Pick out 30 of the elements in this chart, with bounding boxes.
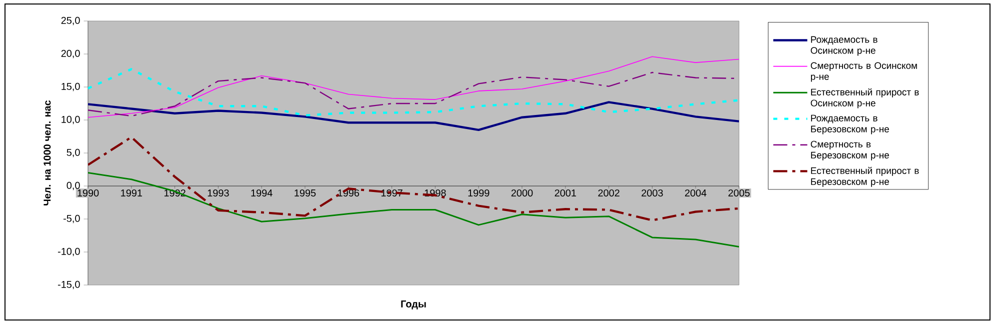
legend-label: Рождаемость в Березовском р-не (811, 114, 889, 134)
x-tick-label: 2001 (554, 189, 576, 197)
y-tick-label: 10,0 (62, 116, 80, 124)
legend-label: Смертность в Осинском р-не (810, 62, 917, 82)
x-tick-label: 1994 (251, 189, 272, 197)
y-tick-label: 20,0 (61, 50, 80, 58)
x-tick-label: 1995 (294, 189, 316, 197)
x-tick-label: 2000 (511, 189, 533, 197)
y-axis-title: Чел. на 1000 чел. нас (44, 100, 51, 206)
legend-label: Естественный прирост в Березовском р-не (811, 166, 919, 187)
y-tick-label: -5,0 (64, 214, 80, 224)
x-tick-label: 2005 (728, 189, 750, 197)
y-tick-label: -15,0 (58, 280, 80, 290)
y-tick-label: 15,0 (62, 82, 80, 92)
x-tick-label: 1999 (468, 189, 490, 197)
legend-label: Естественный прирост в Осинском р-не (810, 88, 919, 108)
x-tick-label: 1991 (121, 189, 142, 197)
y-tick-label: 25,0 (61, 16, 80, 26)
x-tick-label: 2002 (598, 189, 620, 197)
legend-label: Смертность в Березовском р-не (810, 140, 889, 160)
x-axis-title: Годы (401, 300, 426, 310)
y-tick-label: -10,0 (58, 248, 80, 256)
x-tick-label: 1993 (208, 189, 229, 197)
line-series (88, 56, 740, 118)
y-tick-label: 5,0 (66, 148, 80, 158)
legend-label: Рождаемость в Осинском р-не (810, 36, 878, 56)
x-tick-label: 2004 (685, 189, 706, 197)
x-tick-label: 1990 (78, 189, 99, 197)
x-tick-label: 2003 (642, 189, 663, 197)
y-tick-label: 0,0 (66, 182, 80, 190)
